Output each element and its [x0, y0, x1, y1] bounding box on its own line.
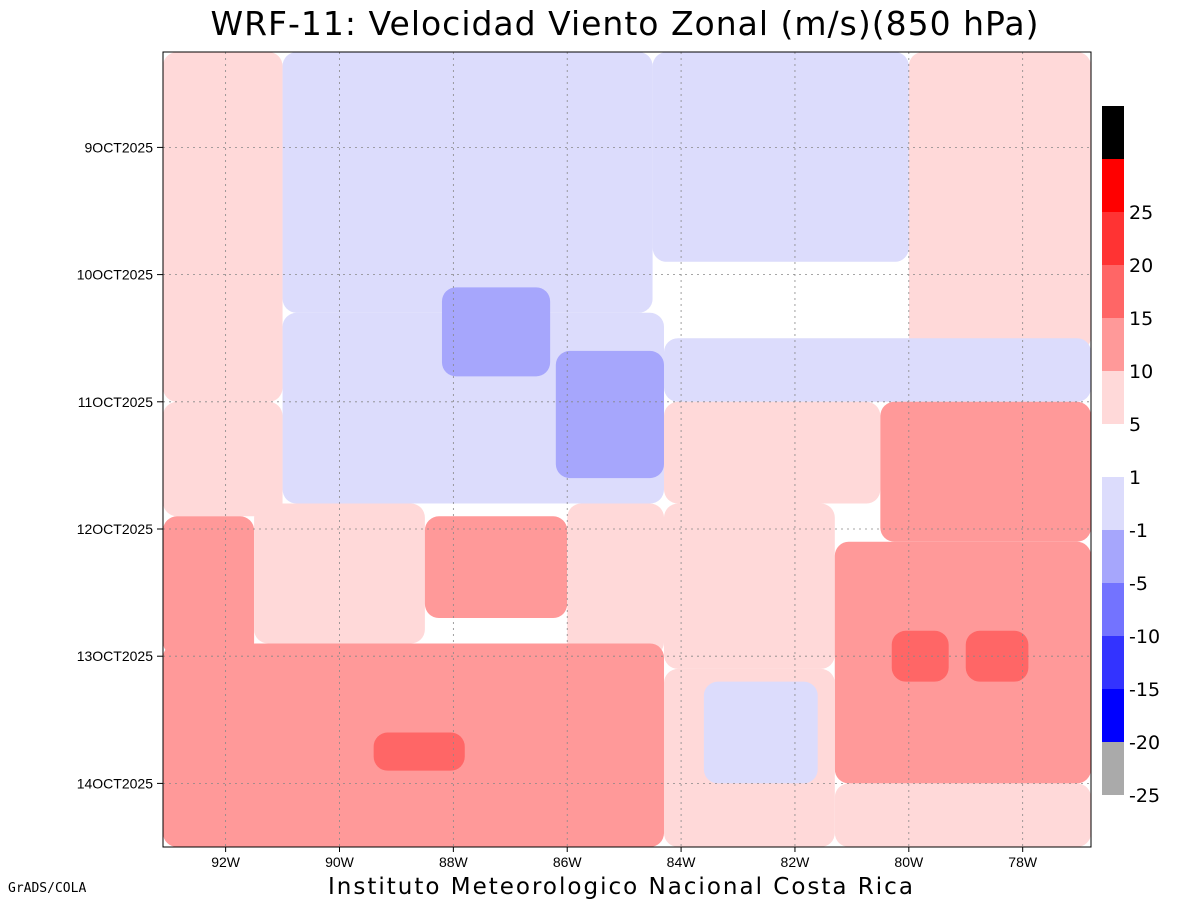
contour-region — [373, 732, 465, 771]
colorbar: 25 20 15 10 5 1 -1 -5 -10 -15 -20 -25 — [1102, 106, 1160, 807]
colorbar-label: -10 — [1129, 626, 1160, 648]
contour-region — [163, 401, 283, 517]
credit-label: GrADS/COLA — [8, 881, 87, 896]
chart-title: WRF-11: Velocidad Viento Zonal (m/s)(850… — [210, 4, 1040, 43]
contour-region — [908, 52, 1091, 351]
contour-region — [652, 52, 909, 262]
colorbar-label: 10 — [1129, 361, 1153, 383]
colorbar-swatch — [1102, 689, 1124, 742]
contour-region — [555, 350, 665, 479]
colorbar-swatch — [1102, 159, 1124, 212]
footer-label: Instituto Meteorologico Nacional Costa R… — [328, 874, 915, 900]
colorbar-label: 20 — [1129, 255, 1153, 277]
contour-region — [652, 261, 909, 339]
y-tick-label: 13OCT2025 — [77, 648, 153, 664]
contour-region — [664, 338, 1091, 402]
colorbar-swatch — [1102, 583, 1124, 636]
contour-region — [254, 503, 425, 644]
colorbar-label: -20 — [1129, 732, 1160, 754]
colorbar-swatch — [1102, 424, 1124, 477]
y-tick-label: 12OCT2025 — [77, 521, 153, 537]
colorbar-swatch — [1102, 636, 1124, 689]
colorbar-swatch — [1102, 477, 1124, 530]
colorbar-label: 1 — [1129, 467, 1141, 489]
plot-frame — [162, 51, 1092, 848]
contour-region — [664, 401, 881, 504]
contour-region — [880, 401, 1091, 542]
contour-region — [834, 783, 1091, 847]
grid-layer — [163, 52, 1091, 847]
colorbar-label: -25 — [1129, 785, 1160, 807]
contour-region — [163, 52, 283, 402]
colorbar-swatch — [1102, 106, 1124, 159]
x-tick-label: 86W — [553, 854, 583, 870]
contour-region — [163, 516, 255, 657]
colorbar-swatch — [1102, 742, 1124, 795]
x-tick-label: 84W — [667, 854, 697, 870]
colorbar-label: -1 — [1129, 520, 1148, 542]
contour-region — [834, 541, 1091, 784]
x-tick-label: 88W — [439, 854, 469, 870]
y-tick-label: 9OCT2025 — [85, 139, 154, 155]
colorbar-swatch — [1102, 530, 1124, 583]
colorbar-swatch — [1102, 212, 1124, 265]
x-tick-label: 82W — [781, 854, 811, 870]
colorbar-label: 5 — [1129, 414, 1141, 436]
y-tick-label: 11OCT2025 — [78, 394, 153, 410]
contour-region — [424, 516, 568, 619]
y-tick-label: 10OCT2025 — [77, 267, 153, 283]
contour-fill-layer — [163, 52, 1091, 847]
colorbar-label: 15 — [1129, 308, 1153, 330]
colorbar-label: 25 — [1129, 202, 1153, 224]
colorbar-label: -5 — [1129, 573, 1148, 595]
colorbar-swatch — [1102, 371, 1124, 424]
x-tick-label: 80W — [894, 854, 924, 870]
colorbar-swatch — [1102, 265, 1124, 318]
colorbar-swatch — [1102, 318, 1124, 371]
contour-region — [664, 503, 835, 669]
x-tick-label: 78W — [1008, 854, 1038, 870]
contour-region — [282, 52, 653, 313]
contour-region — [703, 681, 818, 784]
x-tick-label: 90W — [325, 854, 355, 870]
contour-region — [441, 287, 551, 377]
contour-region — [567, 503, 665, 657]
colorbar-label: -15 — [1129, 679, 1160, 701]
x-tick-label: 92W — [211, 854, 241, 870]
y-axis: 9OCT2025 10OCT2025 11OCT2025 12OCT2025 13OCT… — [77, 139, 163, 791]
x-axis: 92W 90W 88W 86W 84W 82W 80W 78W — [211, 847, 1038, 870]
y-tick-label: 14OCT2025 — [77, 775, 153, 791]
